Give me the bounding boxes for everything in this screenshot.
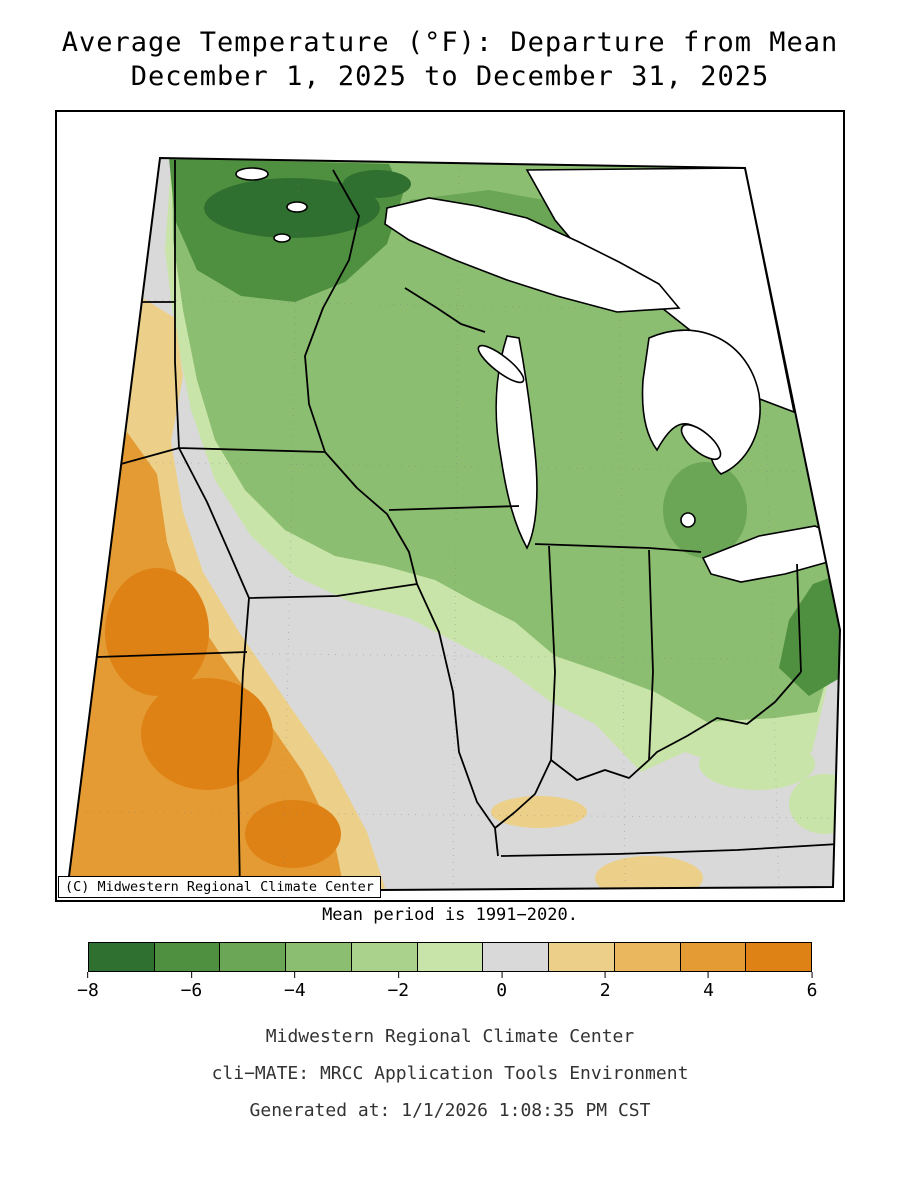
region-light-green-southeast-corner bbox=[789, 774, 840, 834]
region-deep-orange-core-2 bbox=[141, 678, 273, 790]
lake-superior bbox=[384, 197, 681, 313]
legend-ticks: −8 −6 −4 −2 0 2 4 6 bbox=[77, 972, 817, 1008]
footer: Midwestern Regional Climate Center cli−M… bbox=[0, 1018, 900, 1129]
footer-org-name: Midwestern Regional Climate Center bbox=[265, 1026, 635, 1047]
legend-tick-−8: −8 bbox=[77, 972, 99, 1001]
region-dark-green-southeast-michigan bbox=[663, 462, 747, 558]
footer-generated-at: Generated at: 1/1/2026 1:08:35 PM CST bbox=[249, 1100, 651, 1121]
state-borders bbox=[96, 160, 840, 892]
lake-michigan bbox=[495, 335, 538, 550]
region-deep-orange-core-1 bbox=[105, 568, 209, 696]
climate-map-frame: (C) Midwestern Regional Climate Center bbox=[55, 110, 845, 902]
region-warm-spot-missouri bbox=[491, 796, 587, 828]
title-line-1: Average Temperature (°F): Departure from… bbox=[61, 27, 839, 58]
region-warm-spot-kentucky bbox=[595, 856, 703, 892]
lake-huron bbox=[641, 329, 761, 475]
legend-tick-−4: −4 bbox=[284, 972, 306, 1001]
footer-app-name: cli−MATE: MRCC Application Tools Environ… bbox=[211, 1063, 689, 1084]
legend-segment-9 bbox=[680, 943, 747, 971]
graticule-lines bbox=[78, 158, 838, 892]
map-title: Average Temperature (°F): Departure from… bbox=[0, 26, 900, 94]
legend-tick-−6: −6 bbox=[181, 972, 202, 1001]
color-legend: −8 −6 −4 −2 0 2 4 6 bbox=[77, 942, 817, 1008]
legend-segment-4 bbox=[351, 943, 418, 971]
legend-segment-7 bbox=[549, 943, 615, 971]
region-darkest-green-arrowhead bbox=[343, 170, 411, 198]
legend-tick-−2: −2 bbox=[387, 972, 409, 1001]
green-bay bbox=[477, 344, 525, 384]
map-copyright: (C) Midwestern Regional Climate Center bbox=[58, 876, 381, 898]
legend-segment-6 bbox=[483, 943, 550, 971]
legend-segment-1 bbox=[154, 943, 221, 971]
map-color-regions bbox=[67, 158, 840, 892]
mean-period-caption: Mean period is 1991−2020. bbox=[322, 905, 578, 925]
red-lake bbox=[286, 201, 308, 213]
legend-segment-8 bbox=[614, 943, 681, 971]
climate-map-svg bbox=[65, 156, 842, 894]
legend-segment-10 bbox=[746, 943, 812, 971]
legend-tick-2: 2 bbox=[600, 972, 611, 1001]
lake-of-the-woods bbox=[235, 167, 269, 181]
lake-st-clair bbox=[680, 512, 696, 528]
region-dark-green-northeast-ohio bbox=[779, 574, 840, 696]
title-line-2: December 1, 2025 to December 31, 2025 bbox=[130, 61, 770, 92]
legend-tick-4: 4 bbox=[703, 972, 714, 1001]
region-light-green-east-kentucky bbox=[699, 738, 815, 790]
mille-lacs-lake bbox=[273, 233, 291, 243]
map-fan-outline bbox=[65, 156, 842, 894]
legend-tick-0: 0 bbox=[496, 972, 507, 1001]
legend-tick-6: 6 bbox=[807, 972, 817, 1001]
legend-segment-3 bbox=[286, 943, 352, 971]
legend-segment-2 bbox=[220, 943, 287, 971]
saginaw-bay bbox=[680, 423, 722, 461]
legend-segment-0 bbox=[89, 943, 155, 971]
legend-segment-5 bbox=[417, 943, 484, 971]
region-deep-orange-core-3 bbox=[245, 800, 341, 868]
legend-bar bbox=[88, 942, 812, 972]
